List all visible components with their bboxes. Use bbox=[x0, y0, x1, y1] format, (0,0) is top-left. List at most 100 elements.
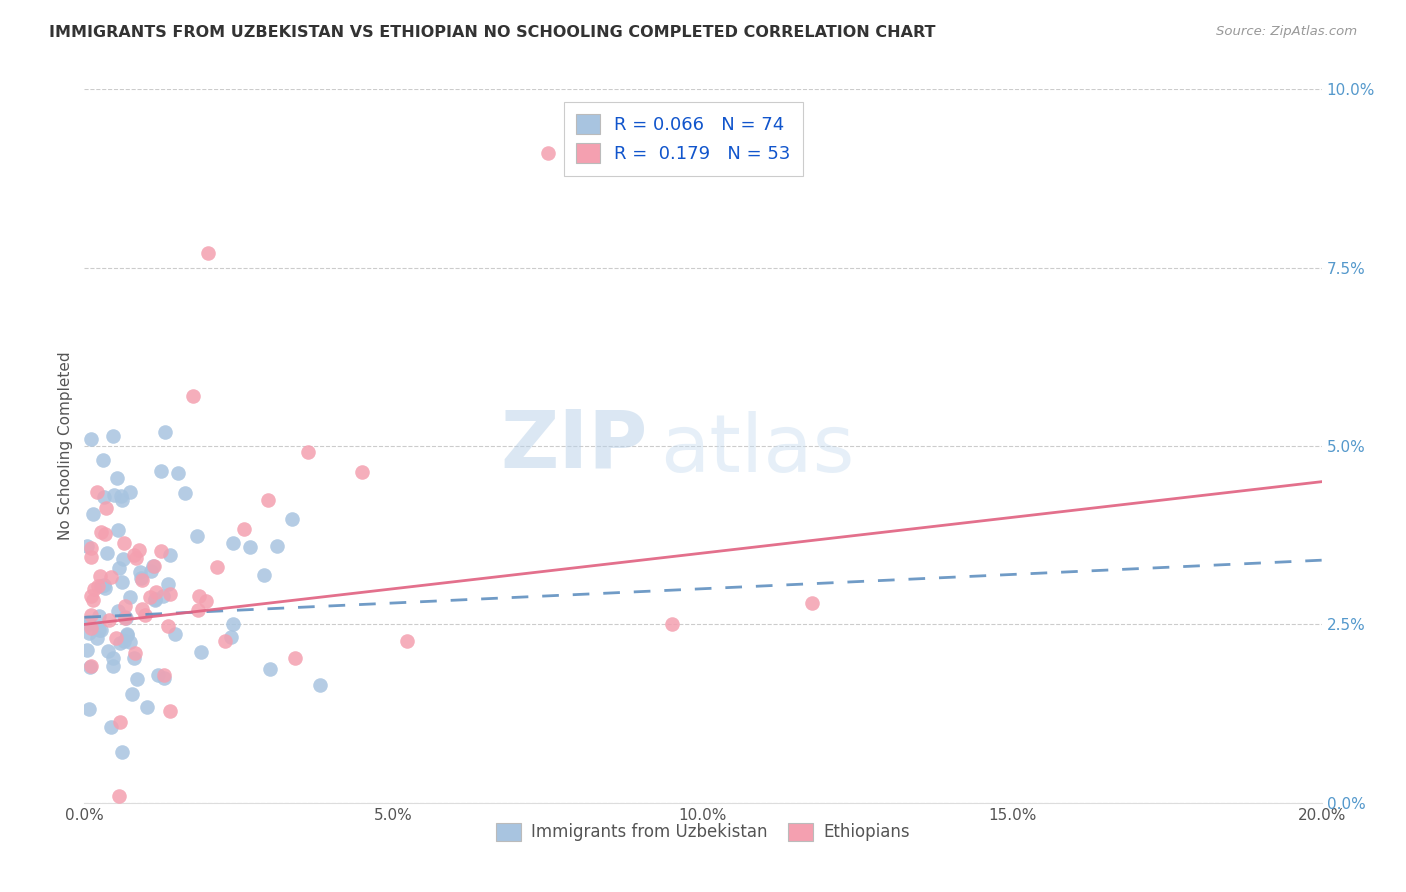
Point bbox=[77, 625, 100, 640]
Point bbox=[149, 464, 172, 478]
Point bbox=[89, 623, 111, 637]
Point bbox=[79, 659, 101, 673]
Point bbox=[94, 581, 117, 595]
Point bbox=[297, 445, 319, 459]
Point bbox=[131, 602, 153, 616]
Point bbox=[284, 651, 307, 665]
Point bbox=[114, 599, 136, 614]
Point bbox=[86, 631, 108, 645]
Point bbox=[396, 633, 419, 648]
Point bbox=[112, 535, 135, 549]
Point bbox=[124, 646, 146, 660]
Point bbox=[101, 659, 124, 673]
Point bbox=[86, 579, 108, 593]
Point bbox=[117, 628, 139, 642]
Point bbox=[115, 611, 138, 625]
Point bbox=[111, 493, 134, 508]
Point bbox=[145, 591, 167, 606]
Point bbox=[159, 548, 181, 562]
Point bbox=[107, 561, 129, 575]
Point bbox=[100, 720, 122, 734]
Point bbox=[214, 633, 236, 648]
Point bbox=[195, 594, 218, 608]
Point bbox=[77, 616, 100, 631]
Point bbox=[222, 536, 245, 550]
Point bbox=[107, 789, 129, 803]
Point bbox=[108, 636, 131, 650]
Point bbox=[96, 501, 118, 516]
Point bbox=[190, 645, 212, 659]
Point bbox=[97, 644, 120, 658]
Point bbox=[174, 486, 197, 500]
Point bbox=[77, 701, 100, 715]
Point bbox=[142, 559, 165, 574]
Point bbox=[107, 523, 129, 537]
Point bbox=[90, 525, 112, 540]
Point bbox=[800, 597, 823, 611]
Point bbox=[188, 589, 211, 603]
Point bbox=[309, 678, 332, 692]
Point bbox=[112, 633, 135, 648]
Point bbox=[143, 593, 166, 607]
Point bbox=[90, 623, 112, 637]
Point bbox=[114, 611, 136, 625]
Point bbox=[120, 484, 142, 499]
Point bbox=[91, 453, 114, 467]
Point bbox=[76, 615, 98, 629]
Point bbox=[266, 539, 288, 553]
Point bbox=[197, 246, 219, 260]
Point bbox=[239, 541, 262, 555]
Point bbox=[661, 617, 683, 632]
Point bbox=[186, 529, 208, 543]
Point bbox=[79, 621, 101, 635]
Point bbox=[121, 687, 143, 701]
Point bbox=[98, 613, 121, 627]
Point bbox=[105, 471, 128, 485]
Point bbox=[112, 552, 135, 566]
Text: atlas: atlas bbox=[659, 410, 853, 489]
Point bbox=[134, 608, 156, 623]
Point bbox=[125, 550, 148, 565]
Point bbox=[110, 745, 132, 759]
Point bbox=[143, 559, 166, 574]
Point bbox=[157, 618, 180, 632]
Point bbox=[122, 650, 145, 665]
Point bbox=[124, 548, 146, 562]
Point bbox=[129, 571, 152, 585]
Point bbox=[89, 568, 111, 582]
Point bbox=[135, 699, 157, 714]
Point bbox=[139, 564, 162, 578]
Point bbox=[83, 582, 105, 596]
Point bbox=[259, 662, 281, 676]
Point bbox=[537, 146, 560, 161]
Point bbox=[100, 570, 122, 584]
Point bbox=[111, 574, 134, 589]
Point bbox=[76, 642, 98, 657]
Point bbox=[93, 490, 115, 504]
Point bbox=[82, 593, 104, 607]
Point bbox=[86, 485, 108, 500]
Point bbox=[90, 579, 112, 593]
Point bbox=[159, 704, 181, 718]
Point bbox=[101, 651, 124, 665]
Point bbox=[253, 568, 276, 582]
Point bbox=[167, 466, 190, 480]
Point bbox=[120, 591, 142, 605]
Point bbox=[120, 635, 142, 649]
Point bbox=[153, 671, 176, 685]
Point bbox=[146, 668, 169, 682]
Point bbox=[139, 591, 162, 605]
Point bbox=[125, 672, 148, 686]
Point bbox=[93, 578, 115, 592]
Point bbox=[152, 589, 174, 603]
Point bbox=[352, 466, 374, 480]
Point bbox=[156, 577, 179, 591]
Point bbox=[205, 560, 228, 574]
Point bbox=[280, 512, 302, 526]
Point bbox=[96, 546, 118, 560]
Point bbox=[110, 489, 132, 503]
Point bbox=[115, 627, 138, 641]
Text: Source: ZipAtlas.com: Source: ZipAtlas.com bbox=[1216, 25, 1357, 38]
Point bbox=[150, 544, 173, 558]
Point bbox=[129, 565, 152, 579]
